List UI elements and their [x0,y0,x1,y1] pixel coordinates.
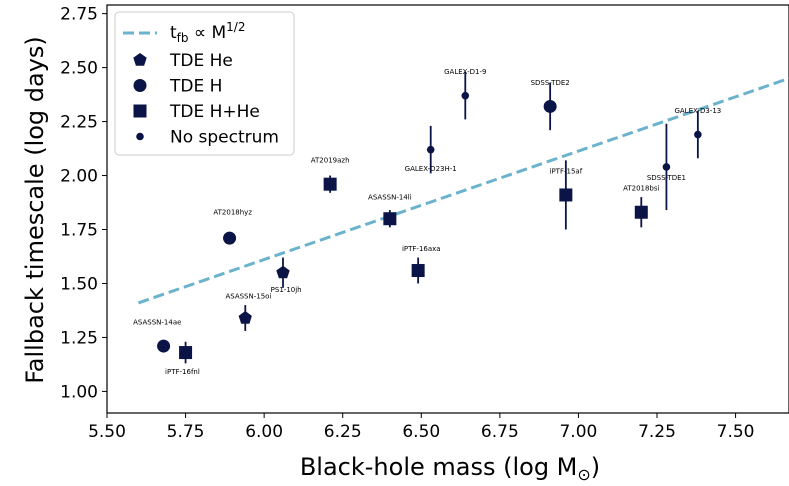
plot-frame [106,4,789,414]
y-tick-label: 2.75 [60,5,98,25]
point-labels: ASASSN-14ae iPTF-16fnl AT2018hyz ASASSN-15o… [133,68,721,376]
axes: 5.50 5.75 6.00 6.25 6.50 6.75 7.00 7.25 7.50 1.00… [60,4,789,442]
legend-fit-label-sub: fb [177,31,189,45]
point-label: ASASSN-14ae [133,318,181,326]
legend-box [114,11,295,156]
data-point [157,339,171,353]
data-point [461,91,470,100]
legend-fit-label: tfb ∝ M1/2 [170,20,245,45]
legend-fit-label-mid: ∝ M [189,23,227,43]
point-label: ASASSN-15oi [225,293,271,301]
x-tick-label: 7.00 [559,422,597,442]
fit-line [137,76,789,305]
y-tick-label: 2.50 [60,59,98,79]
point-label: iPTF-15af [550,167,583,175]
data-point [223,231,237,245]
data-point [276,265,290,279]
fit-line-group [137,76,789,305]
legend-marker-dot [136,132,144,141]
point-label: AT2018bsi [623,185,659,193]
x-tick-label: 5.50 [88,422,126,442]
x-tick-label: 7.25 [638,422,676,442]
data-point [662,163,671,171]
y-tick-label: 1.00 [60,382,98,402]
y-tick-label: 1.50 [60,274,98,294]
point-label: iPTF-16fnl [165,368,200,376]
legend-entry-label: TDE H [169,77,222,97]
data-point [411,264,425,278]
point-label: AT2018hyz [213,208,252,216]
legend: tfb ∝ M1/2 TDE He TDE H TDE H+He No spectrum [114,11,295,156]
x-axis-label-end: ) [591,453,600,481]
legend-marker-circle [133,79,147,92]
point-label: GALEX-D1-9 [444,68,486,76]
y-tick-label: 2.00 [60,167,98,187]
point-label: GALEX-D3-13 [674,107,721,115]
data-point [238,311,252,324]
point-label: GALEX-D23H-1 [405,165,457,173]
data-point [543,99,557,113]
y-tick-label: 2.25 [60,113,98,133]
y-tick-label: 1.75 [60,221,98,241]
point-label: ASASSN-14li [368,193,412,201]
y-tick-label: 1.25 [60,328,98,348]
data-point [383,212,397,226]
data-point [559,188,573,202]
point-label: AT2019azh [311,157,350,165]
point-label: SDSS-TDE2 [531,79,570,87]
legend-fit-label-main: t [170,23,177,43]
point-label: SDSS-TDE1 [647,174,686,182]
point-label: PS1-10jh [271,286,302,294]
x-tick-label: 5.75 [167,422,205,442]
y-axis-label: Fallback timescale (log days) [21,36,49,384]
x-tick-label: 7.50 [717,422,755,442]
legend-entry-label: TDE He [169,51,233,71]
point-label: iPTF-16axa [402,245,441,253]
x-tick-label: 6.50 [402,422,440,442]
x-tick-label: 6.25 [324,422,362,442]
legend-fit-label-sup: 1/2 [226,20,245,34]
data-point [634,205,648,219]
data-point [694,130,702,139]
legend-marker-square [133,104,147,118]
x-tick-label: 6.00 [245,422,283,442]
x-axis-label: Black-hole mass (log M⊙) [300,453,600,484]
legend-marker-pentagon [133,53,147,66]
data-point [179,346,193,360]
x-tick-label: 6.75 [481,422,519,442]
legend-entry-label: No spectrum [170,128,279,148]
x-axis-label-main: Black-hole mass (log M [300,453,578,481]
data-point [426,145,435,154]
data-point [323,177,337,191]
x-axis-label-sub: ⊙ [577,465,590,484]
legend-entry-label: TDE H+He [169,102,260,122]
data-points [157,71,702,364]
